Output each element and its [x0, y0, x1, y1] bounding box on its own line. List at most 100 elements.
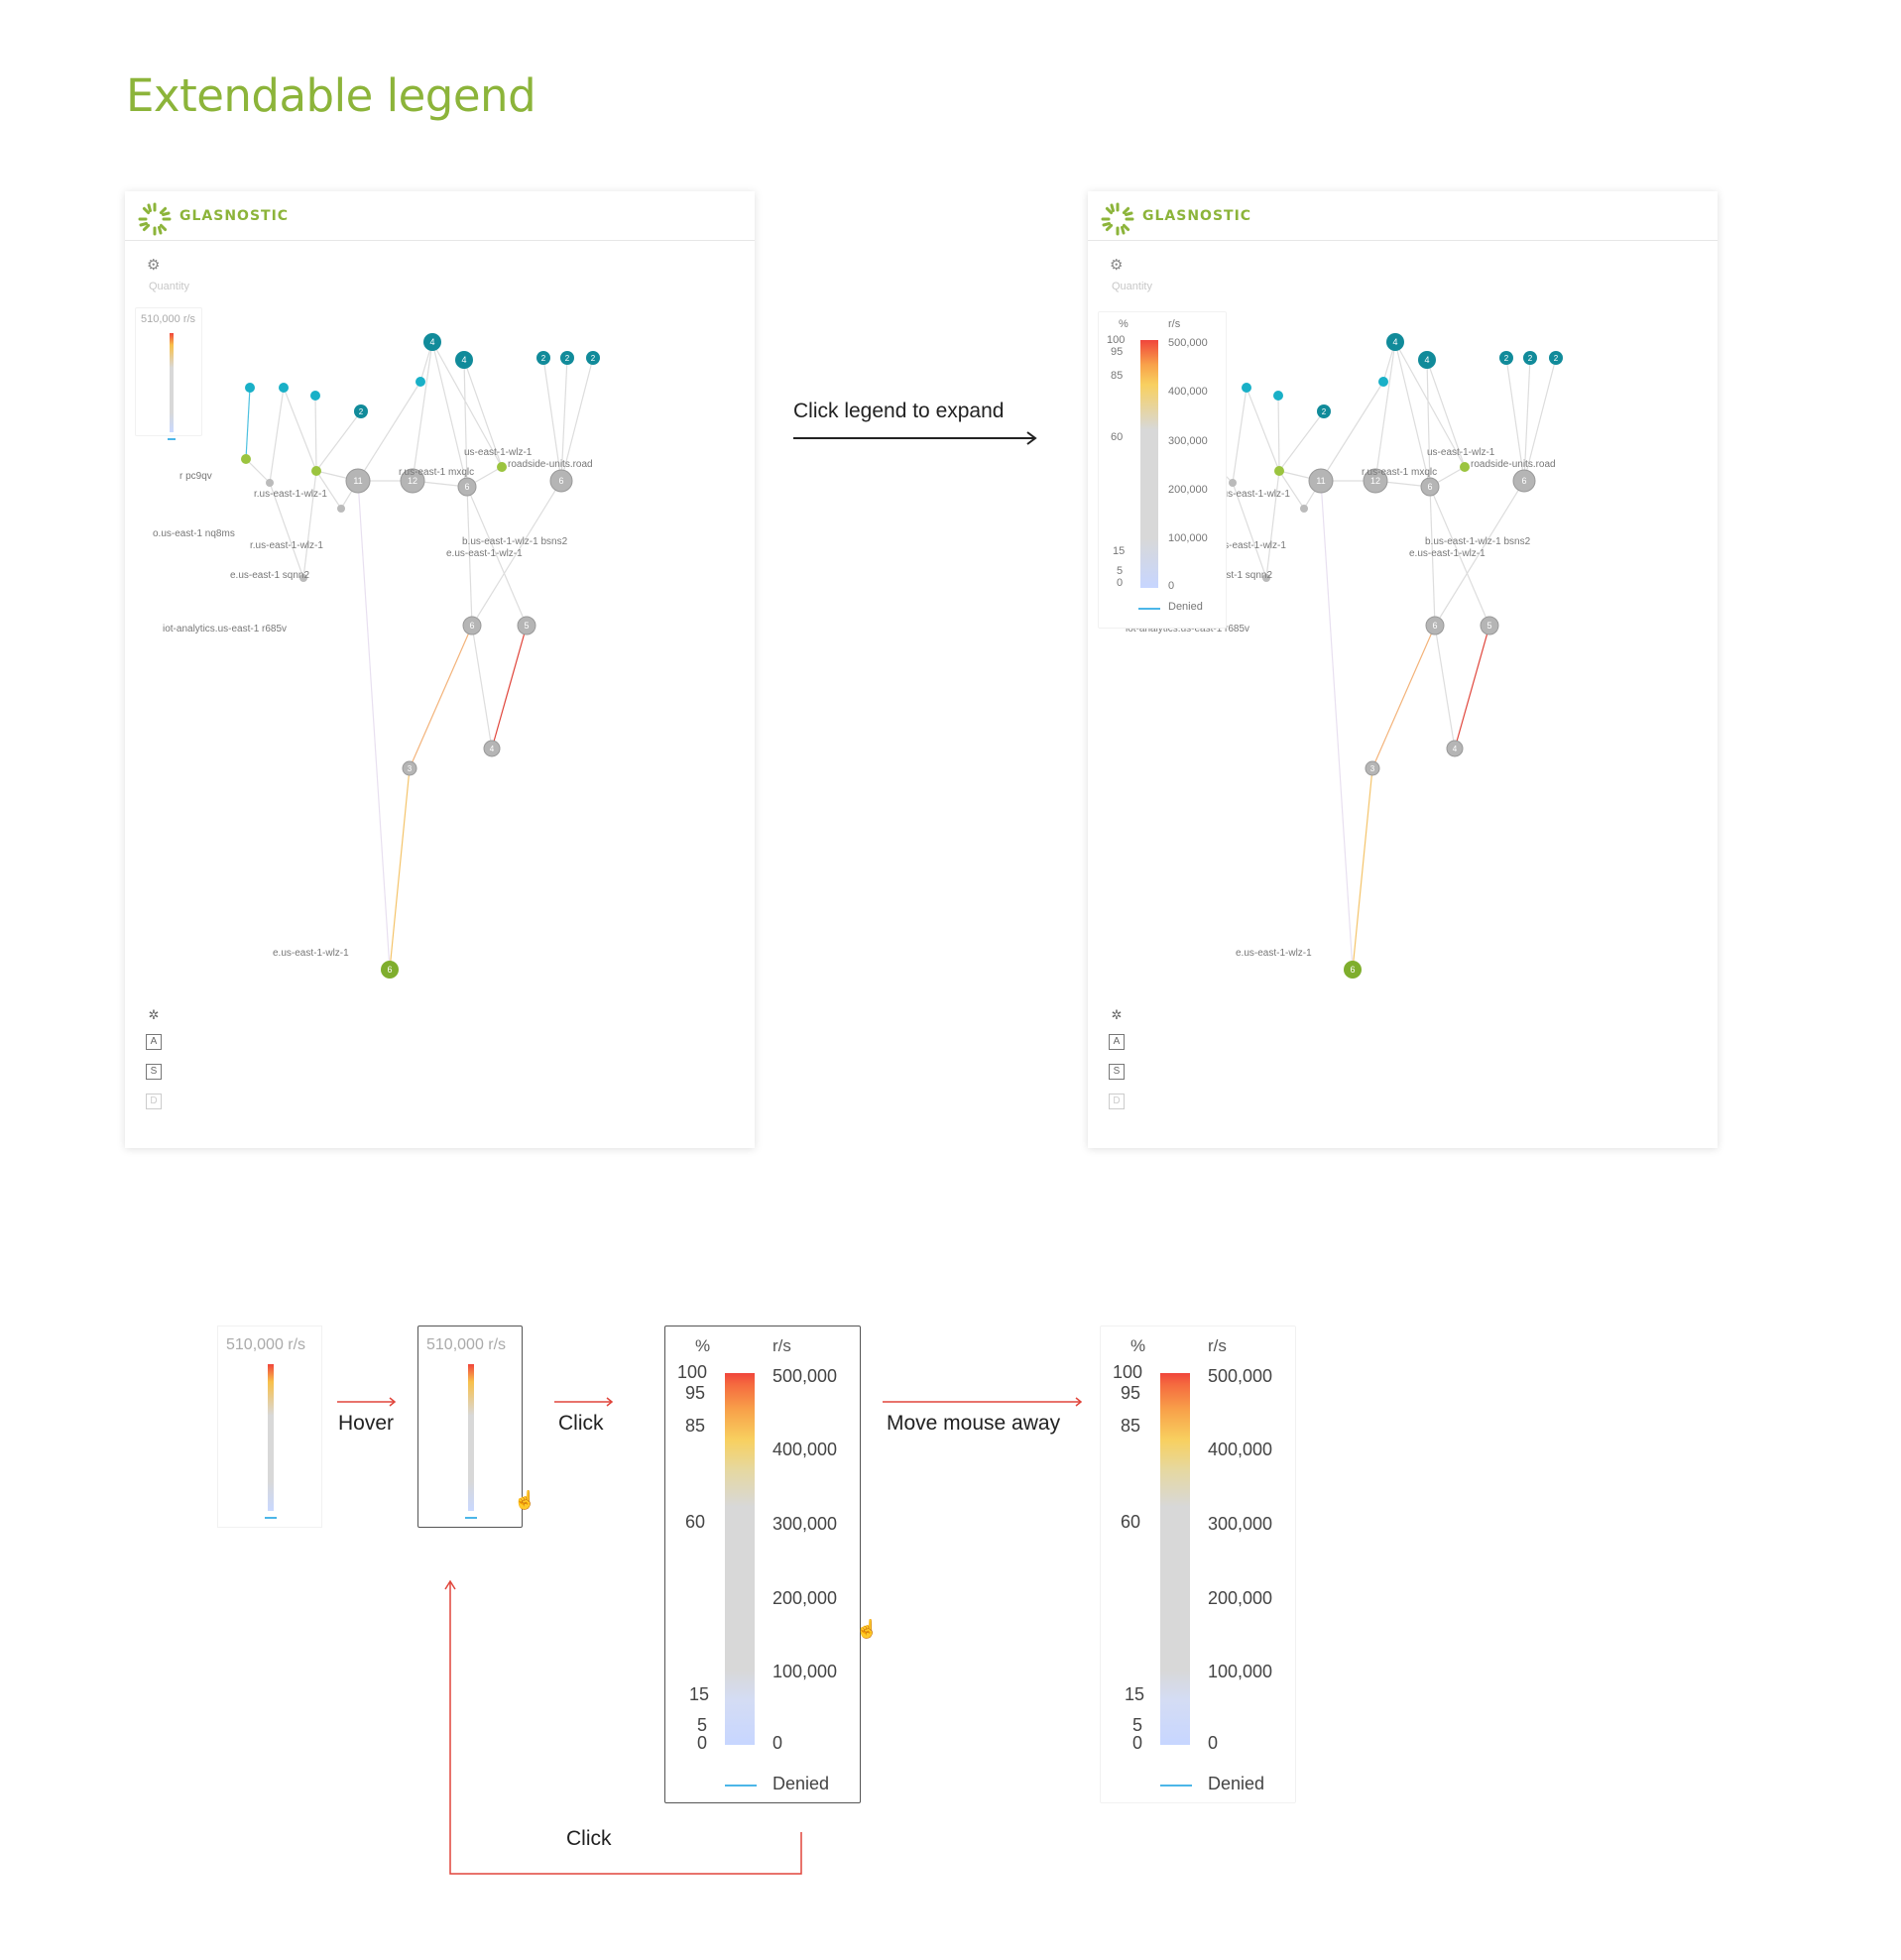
rate-tick: 500,000 [1208, 1366, 1273, 1386]
graph-node-label: r.us-east-1-wlz-1 [254, 489, 327, 500]
graph-node-count: 6 [387, 965, 392, 975]
graph-node[interactable] [457, 477, 477, 497]
graph-edge [315, 470, 342, 510]
graph-node[interactable] [299, 574, 307, 582]
graph-node-count: 3 [408, 764, 413, 773]
graph-edge [1352, 767, 1373, 971]
pct-tick: 15 [1113, 545, 1126, 557]
graph-node[interactable] [1386, 333, 1404, 351]
graph-node[interactable] [1274, 466, 1284, 476]
graph-node[interactable] [1317, 404, 1331, 418]
glasnostic-logo-icon [1101, 202, 1134, 236]
legend-caption: 510,000 r/s [426, 1336, 507, 1353]
graph-node[interactable] [241, 454, 251, 464]
legend-denied-swatch [1160, 1785, 1192, 1787]
legend-state-expanded[interactable]: % r/s 100 95 85 60 15 5 0 500,000 400,00… [1100, 1326, 1296, 1803]
graph-edge [412, 341, 433, 482]
legend-denied-swatch [265, 1517, 277, 1519]
graph-node[interactable] [1523, 351, 1537, 365]
graph-node[interactable] [462, 616, 482, 635]
graph-node[interactable] [586, 351, 600, 365]
graph-node[interactable] [416, 377, 425, 387]
graph-node[interactable] [483, 740, 501, 757]
snapshot-icon[interactable]: S [146, 1064, 162, 1080]
graph-node[interactable] [400, 468, 425, 494]
auto-layout-icon[interactable]: A [146, 1034, 162, 1050]
rate-tick: 100,000 [1168, 532, 1208, 544]
pct-tick: 85 [1111, 370, 1124, 382]
graph-node[interactable] [1418, 351, 1436, 369]
legend-state-expanded-active[interactable]: % r/s 100 95 85 60 15 5 0 500,000 400,00… [664, 1326, 878, 1803]
legend-state-hover[interactable]: 510,000 r/s ☝ [417, 1326, 535, 1528]
graph-node[interactable] [497, 462, 507, 472]
graph-edge [1505, 357, 1525, 482]
legend-gradient-bar [725, 1373, 755, 1745]
graph-edge [357, 480, 391, 971]
graph-node[interactable] [337, 505, 345, 513]
graph-node[interactable] [1344, 961, 1362, 979]
graph-edge [1232, 482, 1267, 579]
graph-node[interactable] [1273, 391, 1283, 401]
graph-node[interactable] [1365, 760, 1380, 776]
graph-edge [1371, 625, 1436, 769]
rate-tick: 500,000 [772, 1366, 838, 1386]
graph-node[interactable] [1378, 377, 1388, 387]
graph-node[interactable] [536, 351, 550, 365]
snapshot-icon[interactable]: S [1109, 1064, 1125, 1080]
graph-node[interactable] [245, 383, 255, 393]
rate-tick: 200,000 [772, 1588, 838, 1608]
graph-node[interactable] [1242, 383, 1251, 393]
graph-node[interactable] [354, 404, 368, 418]
graph-node[interactable] [279, 383, 289, 393]
topology-icon[interactable]: ✲ [148, 1007, 160, 1022]
graph-edge [466, 486, 528, 627]
pct-tick: 0 [1117, 577, 1124, 589]
graph-node[interactable] [517, 616, 536, 635]
legend-denied-swatch [168, 438, 176, 440]
legend-state-collapsed[interactable]: 510,000 r/s [217, 1326, 322, 1528]
graph-node[interactable] [1308, 468, 1334, 494]
legend-collapsed[interactable]: 510,000 r/s [135, 307, 202, 440]
graph-node[interactable] [1425, 616, 1445, 635]
graph-node[interactable] [1549, 351, 1563, 365]
graph-node[interactable] [549, 469, 573, 493]
graph-node[interactable] [1363, 468, 1388, 494]
graph-node[interactable] [1229, 479, 1237, 487]
legend-denied-label: Denied [772, 1774, 830, 1793]
graph-node[interactable] [1262, 574, 1270, 582]
graph-node[interactable] [1499, 351, 1513, 365]
topology-icon[interactable]: ✲ [1111, 1007, 1123, 1022]
gear-icon[interactable]: ⚙ [147, 257, 161, 274]
graph-node[interactable] [310, 391, 320, 401]
graph-node[interactable] [345, 468, 371, 494]
quantity-label: Quantity [1112, 281, 1152, 292]
graph-node[interactable] [455, 351, 473, 369]
legend-rate-header: r/s [1168, 318, 1181, 330]
graph-node[interactable] [381, 961, 399, 979]
graph-node[interactable] [1300, 505, 1308, 513]
auto-layout-icon[interactable]: A [1109, 1034, 1125, 1050]
graph-node[interactable] [1480, 616, 1499, 635]
legend-rate-header: r/s [1208, 1336, 1227, 1355]
graph-node[interactable] [1420, 477, 1440, 497]
hand-cursor-icon: ☝ [856, 1619, 879, 1639]
graph-node[interactable] [1512, 469, 1536, 493]
legend-expanded[interactable]: % r/s 100 95 85 60 15 5 0 500,000 400,00… [1098, 311, 1227, 629]
gear-icon[interactable]: ⚙ [1110, 257, 1124, 274]
graph-node-count: 6 [464, 482, 469, 492]
graph-node[interactable] [423, 333, 441, 351]
graph-node[interactable] [266, 479, 274, 487]
graph-node[interactable] [1446, 740, 1464, 757]
graph-node-count: 4 [490, 745, 495, 753]
graph-edge [471, 480, 562, 627]
graph-node[interactable] [1460, 462, 1470, 472]
graph-node[interactable] [402, 760, 417, 776]
graph-edge [1426, 359, 1466, 468]
graph-node[interactable] [560, 351, 574, 365]
graph-edge [431, 341, 468, 488]
graph-node-label: roadside-units.road [508, 459, 593, 470]
graph-node[interactable] [311, 466, 321, 476]
graph-edge [283, 387, 317, 472]
graph-node-count: 5 [524, 621, 529, 631]
app-panel-expanded: GLASNOSTIC ⚙ Quantity 4 4 2 2 2 2 11 12 6 6 6 5 4 3 6 r… [1088, 191, 1718, 1148]
